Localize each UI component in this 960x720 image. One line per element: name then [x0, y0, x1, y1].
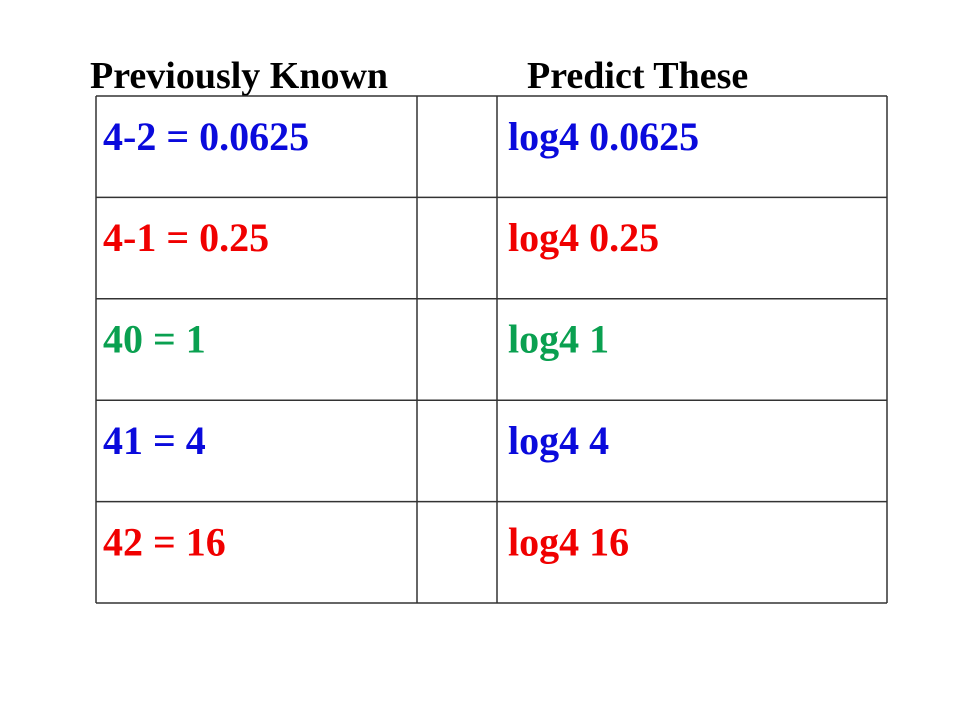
table-grid [95, 95, 888, 604]
predict-cell: log4 0.25 [508, 215, 659, 260]
predict-cell: log4 16 [508, 519, 629, 564]
header: Predict These [527, 55, 748, 97]
known-cell: 42 = 16 [103, 519, 226, 564]
known-cell: 4-2 = 0.0625 [103, 114, 309, 159]
known-cell: 41 = 4 [103, 418, 206, 463]
predict-cell: log4 4 [508, 418, 609, 463]
header: Previously Known [90, 55, 388, 97]
known-cell: 4-1 = 0.25 [103, 215, 269, 260]
predict-cell: log4 0.0625 [508, 114, 699, 159]
predict-cell: log4 1 [508, 317, 609, 362]
known-cell: 40 = 1 [103, 317, 206, 362]
